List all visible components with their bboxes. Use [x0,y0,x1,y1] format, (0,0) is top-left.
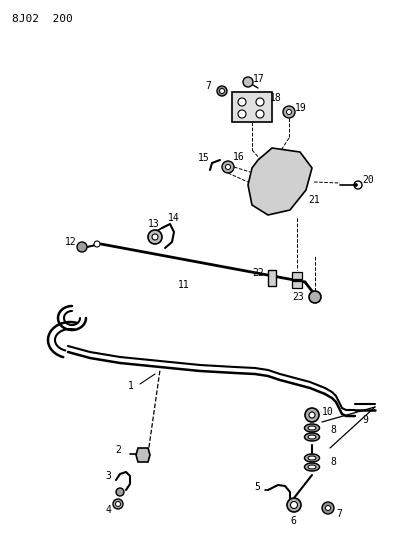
Circle shape [256,98,264,106]
Circle shape [113,499,123,509]
Circle shape [225,165,230,169]
Text: 1: 1 [128,381,134,391]
Text: 23: 23 [292,292,304,302]
Ellipse shape [308,426,316,430]
Circle shape [77,242,87,252]
Text: 11: 11 [178,280,190,290]
Text: 7: 7 [336,509,342,519]
Ellipse shape [305,463,320,471]
FancyBboxPatch shape [232,92,272,122]
Ellipse shape [308,465,316,469]
FancyBboxPatch shape [292,281,302,288]
FancyBboxPatch shape [268,270,276,286]
Ellipse shape [308,456,316,460]
Text: 21: 21 [308,195,320,205]
Circle shape [94,241,100,247]
Text: 14: 14 [168,213,180,223]
Text: 13: 13 [148,219,160,229]
FancyBboxPatch shape [292,272,302,279]
Ellipse shape [308,435,316,439]
Text: 9: 9 [362,415,368,425]
Circle shape [309,291,321,303]
Text: 15: 15 [198,153,210,163]
Text: 10: 10 [322,407,334,417]
Circle shape [291,502,297,508]
Circle shape [309,412,315,418]
Circle shape [238,98,246,106]
Circle shape [322,502,334,514]
Circle shape [148,230,162,244]
Circle shape [116,488,124,496]
Circle shape [287,498,301,512]
Text: 6: 6 [290,516,296,526]
Circle shape [116,502,120,506]
Text: 8: 8 [330,425,336,435]
Ellipse shape [305,454,320,462]
Text: 12: 12 [65,237,77,247]
Text: 18: 18 [270,93,282,103]
Circle shape [326,505,331,511]
Ellipse shape [305,433,320,441]
Circle shape [238,110,246,118]
Circle shape [217,86,227,96]
Polygon shape [136,448,150,462]
Ellipse shape [305,424,320,432]
Circle shape [354,183,358,187]
Circle shape [283,106,295,118]
Text: 2: 2 [115,445,121,455]
Circle shape [286,109,291,115]
Polygon shape [248,148,312,215]
Text: 8J02  200: 8J02 200 [12,14,73,24]
Text: 22: 22 [252,268,264,278]
Text: 8: 8 [330,457,336,467]
Text: 20: 20 [362,175,374,185]
Circle shape [305,408,319,422]
Circle shape [243,77,253,87]
Text: 4: 4 [106,505,112,515]
Text: 17: 17 [253,74,265,84]
Circle shape [256,110,264,118]
Text: 16: 16 [233,152,245,162]
Text: 19: 19 [295,103,307,113]
Text: 3: 3 [105,471,111,481]
Circle shape [152,234,158,240]
Text: 5: 5 [254,482,260,492]
Circle shape [219,88,225,93]
Circle shape [222,161,234,173]
Text: 7: 7 [205,81,211,91]
